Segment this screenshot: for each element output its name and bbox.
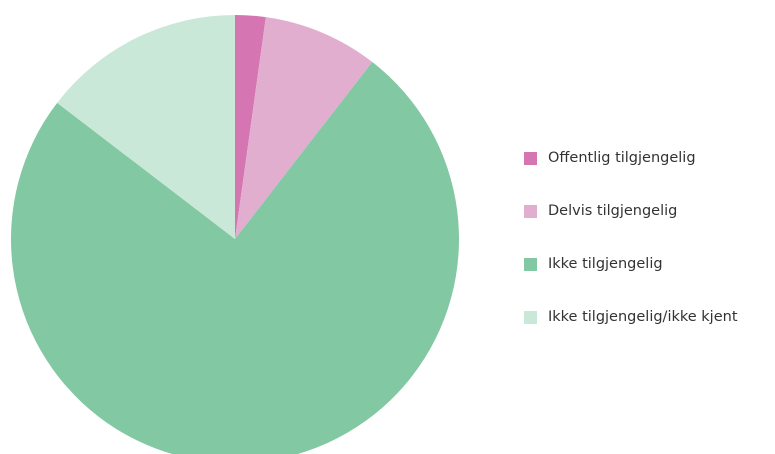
legend-label: Delvis tilgjengelig (548, 203, 678, 219)
pie-slice-3 (57, 14, 236, 239)
legend-label: Ikke tilgjengelig (548, 256, 663, 272)
chart-legend: Offentlig tilgjengelig Delvis tilgjengel… (524, 147, 769, 359)
legend-label: Offentlig tilgjengelig (548, 150, 696, 166)
legend-item-ikke: Ikke tilgjengelig (524, 253, 769, 275)
legend-item-ikke-kjent: Ikke tilgjengelig/ikke kjent (524, 306, 769, 328)
pie-slice-1 (235, 17, 373, 239)
pie-slice-2 (11, 62, 459, 454)
legend-swatch (524, 151, 537, 165)
legend-item-delvis: Delvis tilgjengelig (524, 200, 769, 222)
legend-label: Ikke tilgjengelig/ikke kjent (548, 309, 738, 325)
legend-swatch (524, 310, 537, 324)
legend-swatch (524, 204, 537, 218)
legend-swatch (524, 257, 537, 271)
pie-slice-0 (235, 15, 266, 239)
legend-item-offentlig: Offentlig tilgjengelig (524, 147, 769, 169)
